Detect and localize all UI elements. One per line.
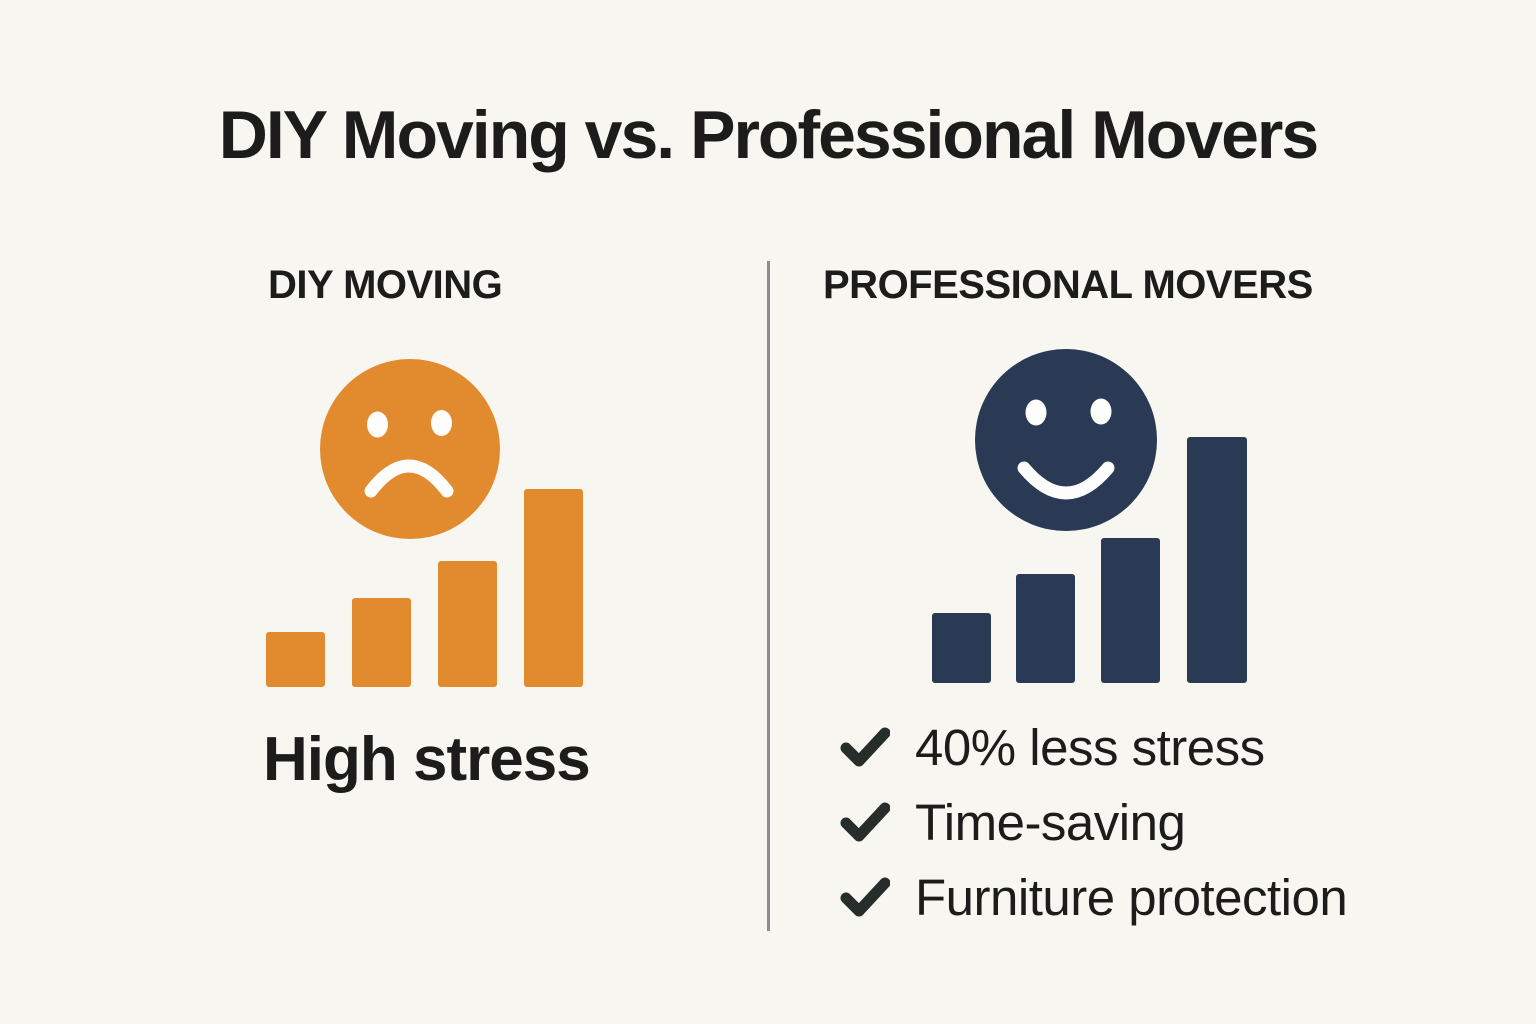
benefit-bar-4 [1187, 437, 1247, 683]
benefit-row-time-saving: Time-saving [840, 794, 1347, 851]
stress-bar-4 [524, 489, 583, 687]
check-icon [840, 802, 890, 842]
sad-face-rising-bars-icon [266, 359, 583, 687]
sad-face-circle [320, 359, 500, 539]
benefits-list: 40% less stress Time-saving Furniture pr… [840, 719, 1348, 947]
benefit-label-time-saving: Time-saving [915, 793, 1186, 851]
stress-bar-1 [266, 632, 325, 687]
diy-caption: High stress [263, 725, 591, 794]
sad-face-frown [364, 459, 454, 498]
stress-bar-3 [438, 561, 497, 687]
benefit-bar-3 [1101, 538, 1160, 683]
sad-face-left-eye [367, 411, 388, 438]
page-title: DIY Moving vs. Professional Movers [218, 97, 1319, 173]
benefit-label-furniture-protection: Furniture protection [915, 868, 1348, 926]
happy-face-left-eye [1025, 399, 1047, 426]
benefit-label-less-stress: 40% less stress [915, 718, 1265, 776]
happy-face-circle [975, 349, 1157, 531]
stress-bar-2 [352, 598, 411, 687]
benefit-row-furniture-protection: Furniture protection [840, 869, 1348, 926]
diy-column-header: DIY MOVING [268, 263, 503, 307]
sad-face-right-eye [431, 410, 452, 436]
check-icon [840, 877, 890, 917]
happy-face-right-eye [1090, 398, 1112, 425]
check-icon [840, 727, 890, 767]
professional-column-header: PROFESSIONAL MOVERS [823, 263, 1313, 307]
benefit-bar-2 [1016, 574, 1075, 683]
happy-face-rising-bars-icon [932, 349, 1247, 683]
benefit-bar-1 [932, 613, 991, 683]
column-divider [767, 261, 770, 931]
happy-face-smile [1017, 461, 1115, 500]
benefit-row-less-stress: 40% less stress [840, 719, 1347, 776]
